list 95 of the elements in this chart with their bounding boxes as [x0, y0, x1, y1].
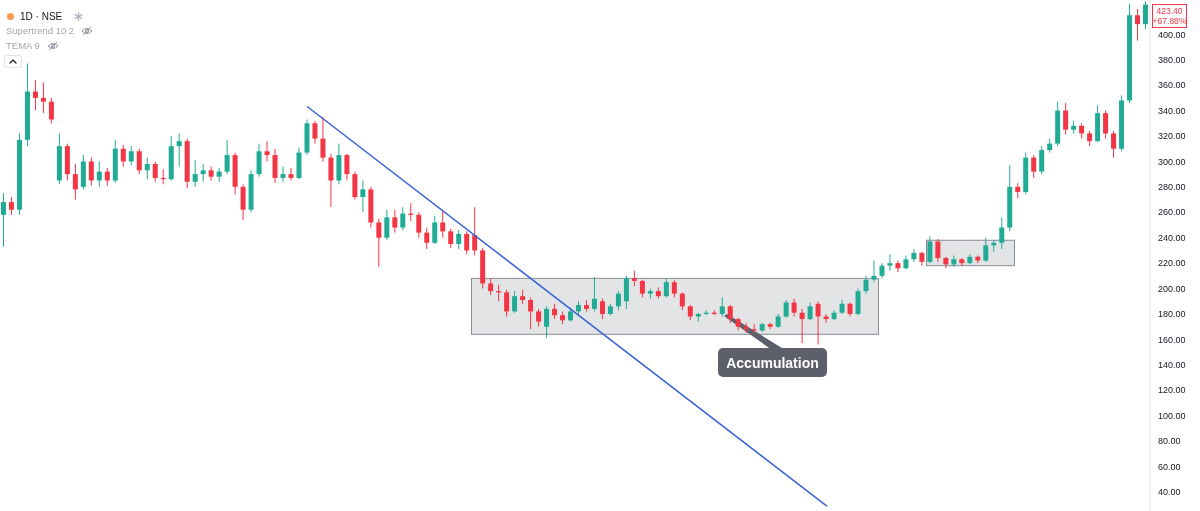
y-tick-label: 40.00: [1158, 487, 1181, 498]
y-tick-label: 160.00: [1158, 334, 1186, 345]
candlestick: [615, 290, 621, 311]
candlestick: [1039, 145, 1045, 175]
y-tick-label: 60.00: [1158, 461, 1181, 472]
candlestick: [935, 238, 941, 263]
candlestick: [192, 159, 198, 188]
text: +67.88%: [1152, 16, 1187, 26]
candlestick: [344, 153, 350, 181]
y-tick-label: 220.00: [1158, 258, 1186, 269]
candlestick: [328, 153, 334, 208]
candlestick: [544, 305, 550, 339]
candlestick: [352, 171, 358, 201]
candlestick: [216, 167, 222, 183]
candlestick: [288, 167, 294, 181]
candlestick: [456, 229, 462, 250]
annotation: Supertrend 10 2: [6, 25, 75, 36]
candlestick: [719, 296, 725, 318]
candlestick: [208, 166, 214, 181]
candlestick: [855, 288, 861, 316]
candlestick: [128, 145, 134, 166]
candlestick: [1031, 154, 1037, 179]
candlestick: [1111, 130, 1117, 159]
y-tick-label: 280.00: [1158, 182, 1186, 193]
y-tick-label: 380.00: [1158, 54, 1186, 65]
candlestick: [152, 160, 158, 183]
candlestick: [280, 166, 286, 183]
candlestick: [256, 143, 262, 178]
y-tick-label: 180.00: [1158, 309, 1186, 320]
y-tick-label: 340.00: [1158, 105, 1186, 116]
candlestick: [376, 218, 382, 268]
y-tick-label: 320.00: [1158, 131, 1186, 142]
candlestick: [72, 163, 78, 201]
candlestick: [272, 148, 278, 184]
candlestick: [144, 157, 150, 180]
y-tick-label: 300.00: [1158, 156, 1186, 167]
candlestick: [432, 215, 438, 245]
candlestick: [40, 82, 46, 114]
candlestick: [320, 116, 326, 162]
candlestick: [48, 97, 54, 124]
candlestick: [472, 206, 478, 256]
candlestick: [136, 148, 142, 175]
candlestick: [440, 209, 446, 239]
candlestick: [464, 230, 470, 255]
y-tick-label: 200.00: [1158, 283, 1186, 294]
candlestick: [416, 211, 422, 239]
text: 1D · NSE: [20, 11, 63, 22]
candlestick: [176, 132, 182, 168]
candlestick: [264, 140, 270, 162]
y-tick-label: 80.00: [1158, 436, 1181, 447]
candlestick: [360, 180, 366, 213]
candlestick: [871, 260, 877, 283]
y-tick-label: 100.00: [1158, 410, 1186, 421]
candlestick: [599, 298, 605, 320]
candlestick: [32, 79, 38, 112]
candlestick: [384, 209, 390, 241]
y-tick-label: 260.00: [1158, 207, 1186, 218]
candlestick: [1, 192, 6, 248]
y-tick-label: 140.00: [1158, 360, 1186, 371]
candlestick: [895, 260, 901, 273]
candlestick: [591, 276, 597, 312]
candlestick: [887, 253, 893, 272]
y-tick-label: 400.00: [1158, 29, 1186, 40]
text: 423.40: [1156, 6, 1183, 16]
candlestick: [240, 183, 246, 221]
candlestick: [1063, 102, 1069, 136]
y-tick-label: 240.00: [1158, 232, 1186, 243]
candlestick: [927, 235, 933, 264]
candlestick: [512, 290, 518, 314]
candlestick: [815, 300, 821, 345]
candlestick: [623, 275, 629, 310]
candlestick: [799, 308, 805, 344]
candlestick: [120, 144, 126, 168]
candlestick: [911, 248, 917, 263]
candlestick: [999, 216, 1005, 250]
candlestick: [1143, 0, 1149, 30]
candlestick: [96, 160, 102, 188]
candlestick: [88, 157, 94, 187]
candlestick: [424, 227, 430, 250]
candlestick: [448, 228, 454, 249]
annotation: Accumulation: [726, 354, 819, 371]
y-tick-label: 120.00: [1158, 385, 1186, 396]
y-tick-label: 360.00: [1158, 80, 1186, 91]
candlestick: [312, 120, 318, 145]
candlestick: [504, 289, 510, 318]
candlestick: [392, 209, 398, 234]
candlestick: [528, 296, 534, 330]
candlestick: [943, 256, 949, 269]
candlestick: [224, 139, 230, 175]
candlestick: [1103, 110, 1109, 140]
candlestick: [663, 277, 669, 298]
candlestick: [1135, 8, 1141, 42]
annotation: TEMA 9: [6, 40, 40, 51]
candlestick: [400, 206, 406, 231]
candlestick: [983, 237, 989, 263]
